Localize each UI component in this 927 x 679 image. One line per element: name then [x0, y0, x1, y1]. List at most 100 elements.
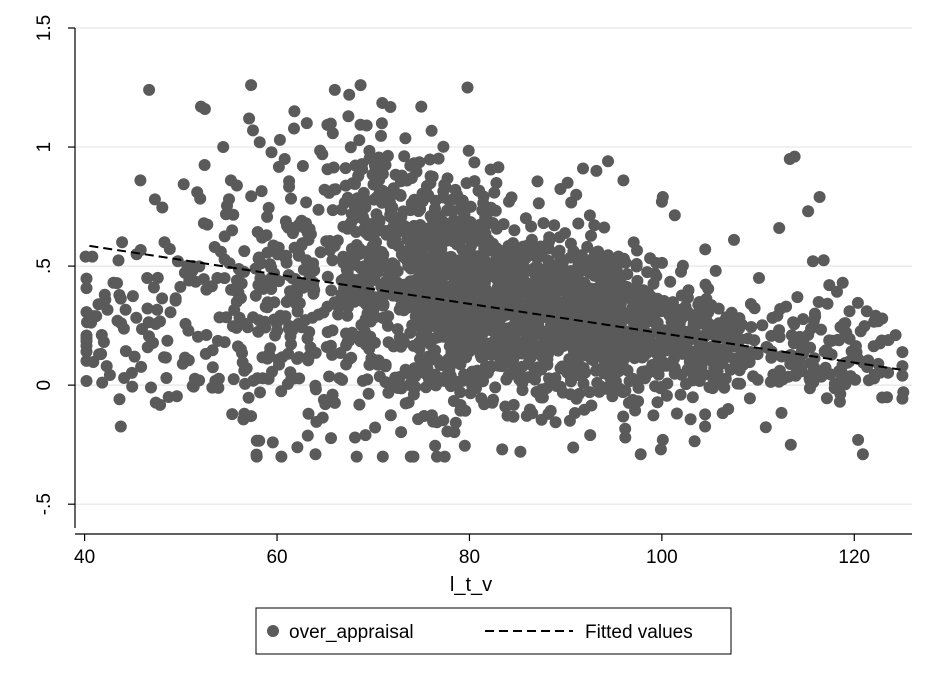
- data-point: [531, 324, 544, 337]
- data-point: [285, 338, 297, 351]
- data-point: [626, 393, 639, 406]
- data-point: [357, 260, 370, 273]
- data-point: [368, 219, 381, 232]
- data-point: [464, 216, 477, 229]
- data-point: [295, 214, 308, 227]
- data-point: [679, 305, 692, 318]
- data-point: [588, 219, 601, 232]
- data-point: [636, 332, 649, 345]
- data-point: [718, 381, 731, 394]
- y-tick-label: 1: [34, 142, 55, 153]
- data-point: [836, 276, 849, 289]
- data-point: [384, 409, 397, 422]
- data-point: [572, 217, 585, 230]
- data-point: [482, 269, 495, 282]
- data-point: [688, 435, 701, 448]
- legend-label-over-appraisal: over_appraisal: [289, 622, 414, 643]
- data-point: [634, 448, 647, 461]
- data-point: [488, 186, 501, 199]
- data-point: [656, 256, 668, 269]
- data-point: [186, 264, 199, 277]
- data-point: [545, 316, 558, 329]
- data-point: [567, 245, 580, 258]
- data-point: [578, 403, 591, 416]
- data-point: [802, 205, 815, 218]
- data-point: [321, 270, 334, 283]
- legend-label-fitted-values: Fitted values: [585, 622, 693, 643]
- data-point: [490, 177, 503, 189]
- data-point: [421, 239, 434, 252]
- data-point: [709, 371, 722, 384]
- data-point: [450, 232, 463, 245]
- data-point: [234, 292, 247, 305]
- data-point: [272, 353, 285, 366]
- data-point: [339, 179, 352, 192]
- data-point: [350, 450, 363, 463]
- data-point: [576, 336, 588, 349]
- data-point: [516, 384, 529, 397]
- data-point: [160, 372, 173, 384]
- data-point: [498, 260, 511, 273]
- x-tick-label: 80: [459, 547, 480, 568]
- data-point: [113, 393, 126, 406]
- data-point: [497, 218, 510, 231]
- data-point: [514, 445, 527, 458]
- data-point: [134, 174, 147, 187]
- data-point: [526, 407, 539, 420]
- data-point: [145, 381, 157, 394]
- data-point: [350, 206, 363, 219]
- data-point: [839, 357, 852, 369]
- data-point: [492, 244, 505, 257]
- data-point: [513, 306, 526, 319]
- data-point: [182, 324, 195, 337]
- data-point: [709, 264, 722, 277]
- data-point: [382, 386, 395, 399]
- data-point: [578, 277, 591, 290]
- axes: [74, 28, 912, 535]
- data-point: [376, 450, 389, 463]
- data-point: [583, 209, 596, 222]
- data-point: [234, 343, 247, 356]
- data-point: [568, 316, 581, 328]
- data-point: [675, 368, 688, 381]
- data-point: [896, 369, 909, 382]
- data-point: [453, 282, 466, 295]
- data-point: [551, 247, 564, 260]
- data-point: [703, 381, 716, 394]
- data-point: [273, 133, 286, 146]
- data-point: [795, 365, 808, 378]
- data-point: [264, 342, 277, 355]
- data-point: [406, 275, 419, 288]
- data-point: [288, 105, 301, 118]
- data-point: [774, 303, 787, 315]
- data-point: [545, 279, 558, 292]
- data-point: [441, 425, 454, 438]
- data-point: [312, 203, 325, 216]
- data-point: [162, 391, 175, 403]
- data-point: [326, 348, 339, 361]
- data-point: [788, 150, 801, 163]
- data-point: [577, 162, 589, 175]
- data-point: [96, 376, 109, 389]
- data-point: [217, 141, 230, 153]
- data-point: [615, 287, 628, 300]
- data-point: [549, 416, 562, 429]
- data-point: [158, 351, 170, 364]
- data-point: [381, 149, 394, 162]
- data-point: [398, 336, 411, 349]
- data-point: [379, 360, 392, 373]
- data-point: [430, 253, 442, 266]
- legend-marker-over-appraisal: [267, 625, 279, 637]
- data-point: [447, 395, 460, 407]
- data-point: [616, 359, 629, 372]
- data-point: [395, 426, 408, 439]
- data-point: [468, 156, 481, 169]
- x-tick-label: 120: [838, 547, 870, 568]
- data-point: [399, 397, 412, 410]
- data-point: [448, 293, 461, 305]
- data-point: [116, 236, 129, 249]
- data-point: [321, 163, 334, 176]
- data-point: [791, 291, 804, 304]
- data-point: [538, 335, 551, 347]
- data-point: [874, 337, 886, 350]
